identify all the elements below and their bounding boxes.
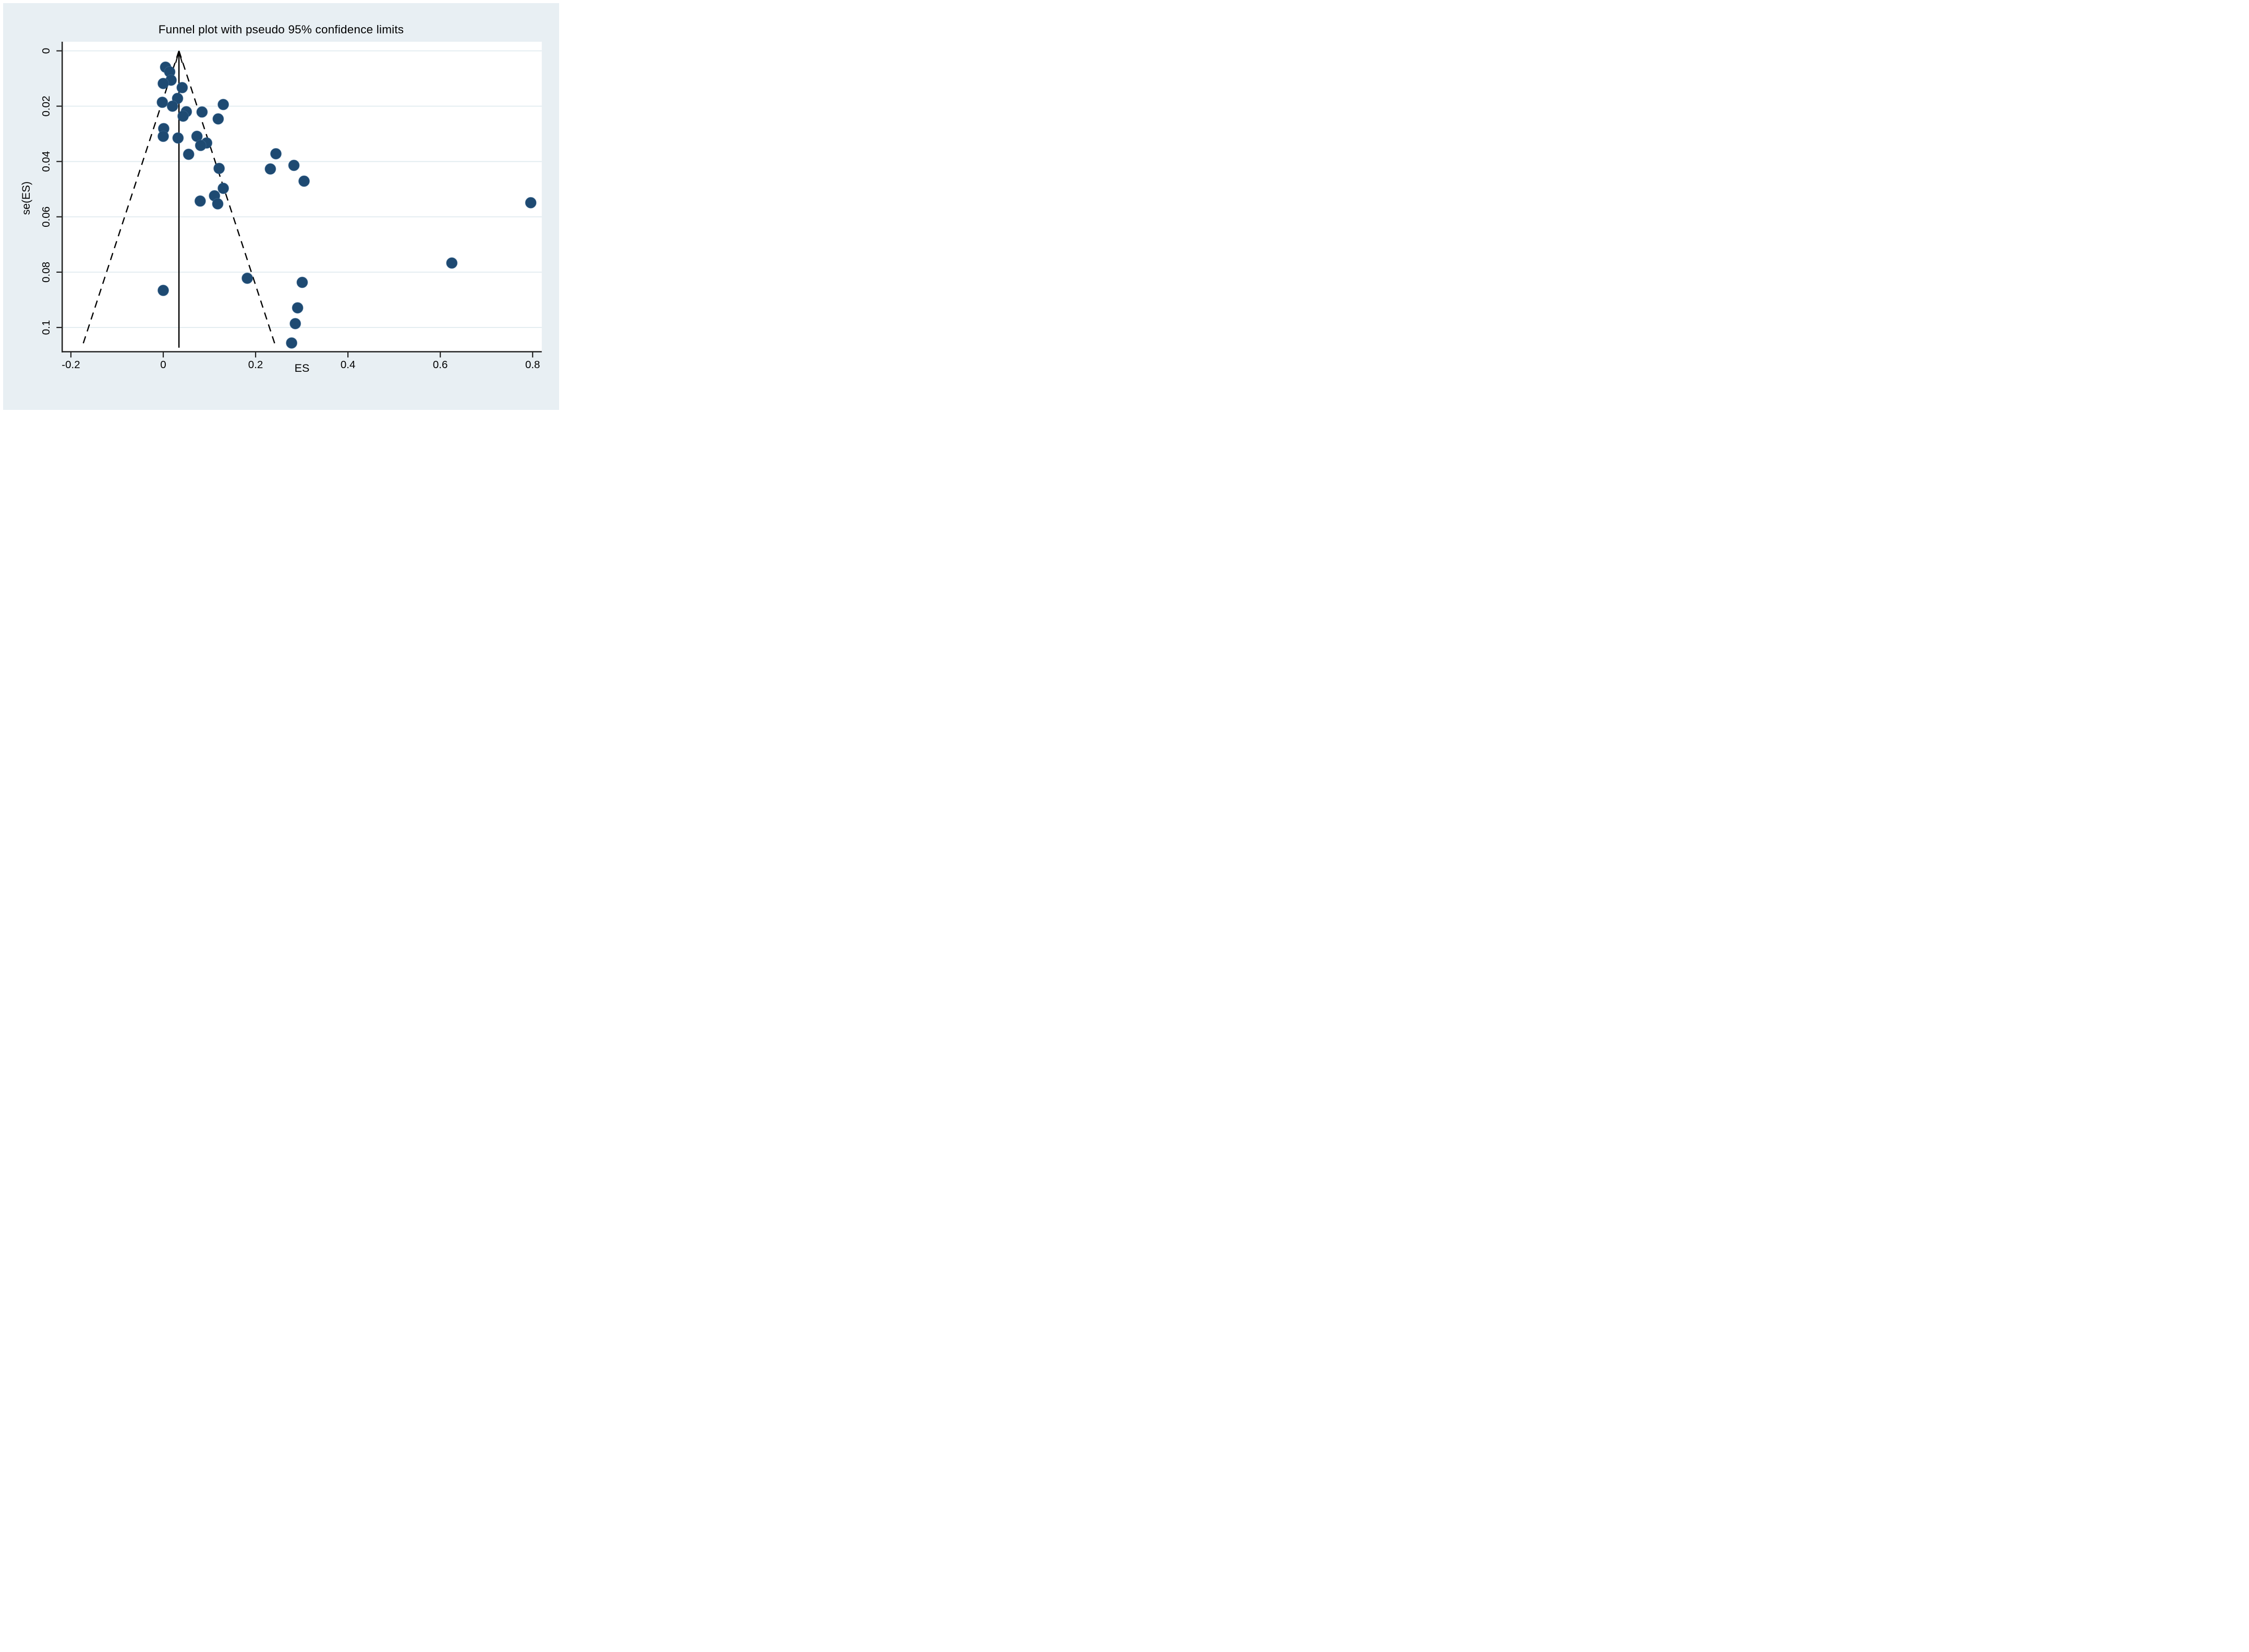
- data-point: [212, 198, 224, 210]
- data-point: [264, 163, 276, 175]
- x-tick-label: -0.2: [62, 359, 80, 371]
- plot-area: [62, 42, 542, 352]
- funnel-plot-canvas: 0 0.02 0.04 0.06 0.08 0.1 -0.2 0 0.2 0.4 0.6 0.8 se(…: [20, 42, 542, 374]
- y-tick-label: 0.08: [40, 262, 52, 283]
- data-point: [289, 318, 301, 330]
- data-point: [241, 272, 253, 284]
- data-point: [195, 139, 207, 151]
- data-point: [446, 257, 458, 269]
- pooled-effect-arrowhead: [175, 51, 183, 63]
- data-point: [217, 99, 229, 111]
- data-point: [176, 82, 188, 94]
- funnel-plot-page: Funnel plot with pseudo 95% confidence l…: [0, 0, 562, 413]
- data-point: [292, 302, 304, 314]
- data-point: [194, 195, 206, 207]
- data-point: [288, 160, 300, 172]
- x-tick-label: 0: [160, 359, 166, 371]
- data-point: [213, 162, 225, 174]
- data-point: [183, 148, 195, 160]
- data-point: [177, 110, 189, 122]
- y-axis-title: se(ES): [20, 181, 32, 215]
- x-axis-title: ES: [295, 362, 310, 374]
- data-point: [212, 113, 224, 125]
- x-tick-label: 0.4: [341, 359, 356, 371]
- data-point: [217, 183, 229, 195]
- data-point: [298, 175, 310, 187]
- y-tick-label: 0.02: [40, 96, 52, 117]
- data-point: [286, 337, 298, 349]
- data-point: [296, 276, 308, 288]
- chart-title: Funnel plot with pseudo 95% confidence l…: [158, 23, 404, 36]
- data-point: [172, 132, 184, 144]
- x-tick-label: 0.2: [248, 359, 263, 371]
- data-point: [156, 96, 168, 108]
- y-tick-label: 0.06: [40, 207, 52, 227]
- y-tick-label: 0.1: [40, 320, 52, 335]
- x-tick-label: 0.6: [433, 359, 448, 371]
- x-tick-label: 0.8: [525, 359, 540, 371]
- data-point: [158, 130, 169, 142]
- y-tick-label: 0.04: [40, 151, 52, 172]
- data-point: [525, 197, 537, 209]
- data-point: [158, 284, 169, 296]
- data-point: [196, 106, 208, 118]
- y-tick-label: 0: [40, 48, 52, 54]
- funnel-right-dashed-line: [178, 51, 275, 344]
- data-point: [166, 100, 178, 112]
- data-point: [270, 148, 282, 160]
- data-point: [158, 78, 169, 90]
